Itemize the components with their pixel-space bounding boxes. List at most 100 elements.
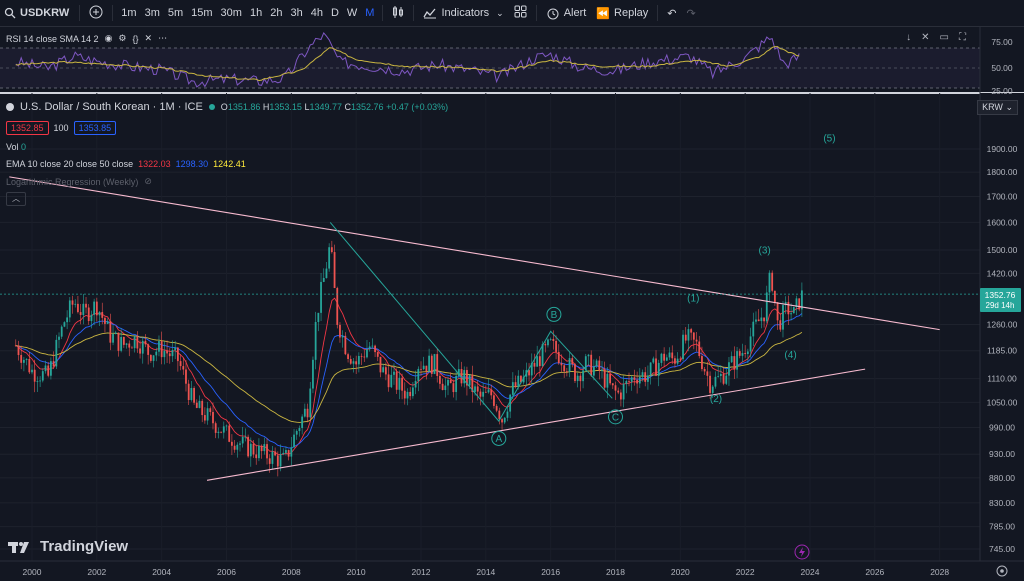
candle-body-238 [657, 362, 660, 376]
candle-body-67 [195, 402, 198, 408]
ema-lines [15, 297, 803, 456]
x-tick-label: 2008 [282, 567, 301, 577]
interval-W[interactable]: W [346, 7, 358, 19]
alert-button[interactable]: Alert [541, 7, 592, 20]
time-axis[interactable] [0, 561, 1024, 581]
buy-button[interactable]: 1353.85 [73, 121, 117, 135]
candle-body-204 [565, 371, 568, 372]
candle-body-70 [203, 415, 206, 421]
countdown-value: 29d 14h [986, 301, 1015, 310]
candle-body-40 [122, 336, 125, 345]
currency-selector[interactable]: KRW ⌄ [977, 100, 1018, 115]
candle-body-84 [241, 436, 244, 444]
sell-button[interactable]: 1352.85 [6, 121, 49, 135]
spread-value: 100 [53, 123, 69, 133]
support-trendline[interactable] [206, 368, 866, 481]
interval-3m[interactable]: 3m [144, 7, 160, 19]
symbol-search[interactable]: USDKRW [0, 7, 69, 19]
interval-2h[interactable]: 2h [270, 7, 283, 19]
collapse-icon[interactable]: ▭ [939, 32, 949, 43]
candle-body-80 [231, 441, 233, 446]
candle-body-57 [168, 353, 171, 357]
undo-button[interactable]: ↶ [662, 7, 681, 20]
candle-body-108 [306, 408, 309, 418]
resistance-trendline[interactable] [9, 176, 940, 331]
candle-body-75 [217, 431, 220, 433]
interval-1m[interactable]: 1m [121, 7, 137, 19]
redo-button[interactable]: ↷ [682, 7, 701, 20]
rsi-legend[interactable]: RSI 14 close SMA 14 2 ◉ ⚙ {} ✕ ⋯ [6, 33, 167, 44]
ema-10-value: 1322.03 [138, 159, 171, 169]
interval-1h[interactable]: 1h [249, 7, 263, 19]
candle-body-34 [106, 321, 109, 324]
candle-body-158 [441, 383, 444, 391]
move-down-icon[interactable]: ↓ [906, 32, 912, 43]
braces-icon[interactable]: {} [132, 33, 139, 44]
interval-15m[interactable]: 15m [191, 7, 213, 19]
candle-body-263 [725, 375, 728, 384]
ema-legend[interactable]: EMA 10 close 20 close 50 close 1322.03 1… [6, 159, 246, 169]
elliott-wave-line[interactable] [329, 222, 613, 422]
candle-body-244 [674, 358, 676, 364]
interval-D[interactable]: D [330, 7, 339, 19]
close-icon[interactable]: ✕ [144, 33, 153, 43]
more-icon[interactable]: ⋯ [158, 33, 168, 43]
candle-body-286 [787, 301, 790, 315]
candle-body-199 [552, 338, 555, 342]
interval-3h[interactable]: 3h [290, 7, 303, 19]
candle-body-35 [109, 321, 112, 343]
wave-labels: A B C (1) (2) (3) (4) (5) [491, 133, 836, 446]
candle-body-216 [598, 360, 601, 371]
low-value: 1349.77 [309, 102, 342, 112]
candle-body-130 [366, 349, 368, 358]
candle-body-74 [214, 423, 217, 433]
candle-body-0 [14, 345, 17, 347]
candle-body-230 [636, 379, 639, 384]
candle-body-266 [733, 356, 736, 370]
candle-body-41 [125, 343, 128, 345]
candle-body-144 [403, 390, 406, 399]
chart-type-button[interactable] [387, 5, 409, 22]
maximize-icon[interactable]: ⛶ [959, 32, 966, 43]
trendlines[interactable] [9, 176, 940, 481]
interval-M[interactable]: M [365, 7, 375, 19]
candle-body-94 [268, 458, 271, 464]
interval-5m[interactable]: 5m [167, 7, 184, 19]
eye-icon[interactable]: ◉ [104, 33, 113, 43]
wave-label-circle-B [546, 306, 562, 322]
interval-4h[interactable]: 4h [310, 7, 323, 19]
x-tick-label: 2000 [23, 567, 42, 577]
price-axis[interactable] [980, 93, 1024, 561]
volume-legend[interactable]: Vol 0 [6, 142, 26, 152]
close-pane-icon[interactable]: ✕ [921, 32, 930, 43]
wave-label-3: (1) [687, 294, 699, 305]
rsi-pane [0, 27, 980, 91]
x-tick-label: 2014 [476, 567, 495, 577]
layouts-button[interactable] [509, 5, 532, 21]
candle-body-236 [652, 358, 655, 363]
compare-button[interactable] [84, 5, 108, 22]
candle-body-30 [95, 301, 98, 316]
collapse-legend-button[interactable]: ︿ [6, 192, 26, 206]
candle-body-228 [630, 377, 633, 382]
gear-icon[interactable]: ⚙ [118, 33, 127, 43]
chevron-down-icon: ⌄ [1005, 102, 1013, 112]
lightning-icon[interactable] [794, 544, 810, 560]
indicators-button[interactable]: Indicators ⌄ [418, 7, 508, 19]
rsi-tick-label: 75.00 [991, 37, 1013, 47]
candle-body-115 [325, 268, 328, 278]
candle-body-54 [160, 341, 163, 358]
settings-icon[interactable] [996, 565, 1008, 577]
candle-body-101 [287, 450, 290, 457]
log-regression-legend[interactable]: Logarithmic Regression (Weekly) ⊘ [6, 176, 152, 187]
candle-body-205 [568, 358, 571, 372]
rsi-axis-labels: 75.00 50.00 25.00 [991, 37, 1013, 96]
replay-button[interactable]: ⏪ Replay [591, 7, 653, 20]
candle-body-269 [741, 353, 744, 356]
interval-30m[interactable]: 30m [220, 7, 242, 19]
candle-body-186 [517, 375, 520, 387]
main-legend[interactable]: U.S. Dollar / South Korean · 1M · ICE O1… [6, 101, 448, 113]
candle-body-17 [60, 326, 63, 337]
eye-off-icon[interactable]: ⊘ [144, 176, 152, 186]
